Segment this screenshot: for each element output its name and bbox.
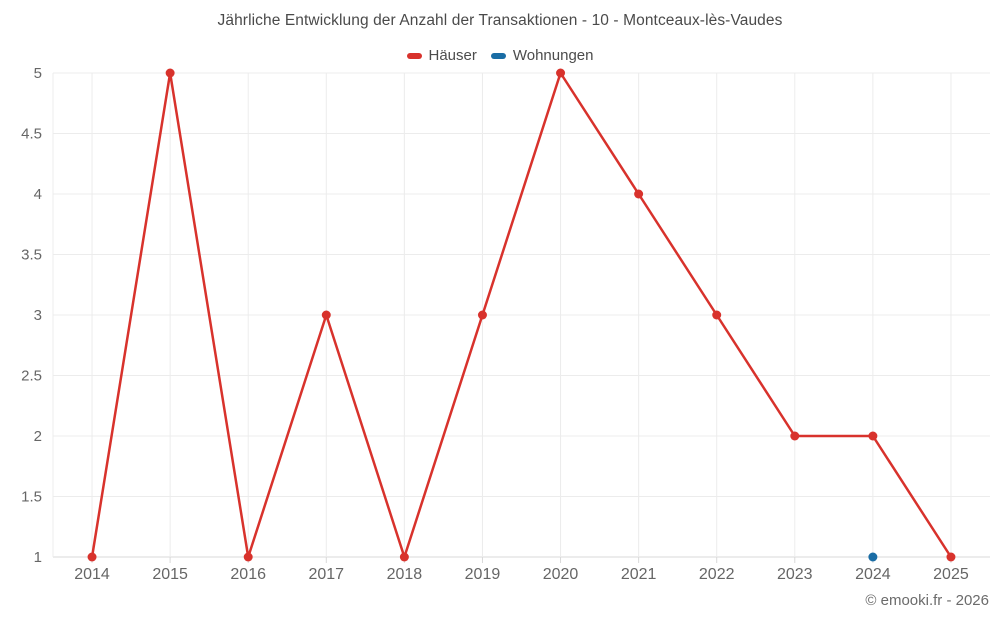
legend: Häuser Wohnungen — [0, 47, 1000, 64]
legend-label-wohnungen: Wohnungen — [512, 47, 594, 64]
data-point-häuser-2015[interactable] — [165, 68, 175, 78]
x-tick-label: 2016 — [230, 566, 266, 583]
x-tick-label: 2015 — [152, 566, 188, 583]
legend-label-haeuser: Häuser — [428, 47, 477, 64]
x-tick-label: 2020 — [543, 566, 579, 583]
y-tick-label: 1 — [34, 549, 42, 566]
data-point-häuser-2021[interactable] — [634, 189, 644, 199]
data-point-häuser-2024[interactable] — [868, 431, 878, 441]
chart-title: Jährliche Entwicklung der Anzahl der Tra… — [217, 12, 783, 29]
data-point-häuser-2020[interactable] — [556, 68, 566, 78]
series-line-häuser — [90, 71, 953, 559]
x-tick-label: 2017 — [308, 566, 344, 583]
legend-item-haeuser[interactable]: Häuser — [406, 47, 477, 64]
x-tick-label: 2014 — [74, 566, 110, 583]
data-point-häuser-2016[interactable] — [243, 552, 253, 562]
x-tick-label: 2024 — [855, 566, 891, 583]
x-tick-label: 2023 — [777, 566, 813, 583]
data-point-häuser-2022[interactable] — [712, 310, 722, 320]
data-point-häuser-2025[interactable] — [946, 552, 956, 562]
y-tick-label: 3.5 — [21, 247, 42, 264]
data-point-häuser-2017[interactable] — [321, 310, 331, 320]
x-tick-label: 2021 — [621, 566, 657, 583]
copyright: © emooki.fr - 2026 — [865, 592, 989, 609]
wohnungen-swatch-icon — [490, 52, 506, 59]
y-tick-label: 5 — [34, 65, 42, 82]
y-tick-label: 2 — [34, 428, 42, 445]
data-point-häuser-2019[interactable] — [477, 310, 487, 320]
legend-item-wohnungen[interactable]: Wohnungen — [490, 47, 594, 64]
x-tick-label: 2019 — [465, 566, 501, 583]
x-tick-label: 2022 — [699, 566, 735, 583]
data-point-wohnungen-2024[interactable] — [868, 552, 878, 562]
y-tick-label: 4.5 — [21, 126, 42, 143]
data-point-häuser-2018[interactable] — [399, 552, 409, 562]
y-tick-label: 2.5 — [21, 368, 42, 385]
x-tick-label: 2018 — [387, 566, 423, 583]
x-tick-label: 2025 — [933, 566, 969, 583]
haeuser-swatch-icon — [406, 52, 422, 59]
y-tick-label: 1.5 — [21, 489, 42, 506]
data-point-häuser-2023[interactable] — [790, 431, 800, 441]
y-tick-label: 3 — [34, 307, 42, 324]
y-tick-label: 4 — [34, 186, 42, 203]
data-point-häuser-2014[interactable] — [87, 552, 97, 562]
